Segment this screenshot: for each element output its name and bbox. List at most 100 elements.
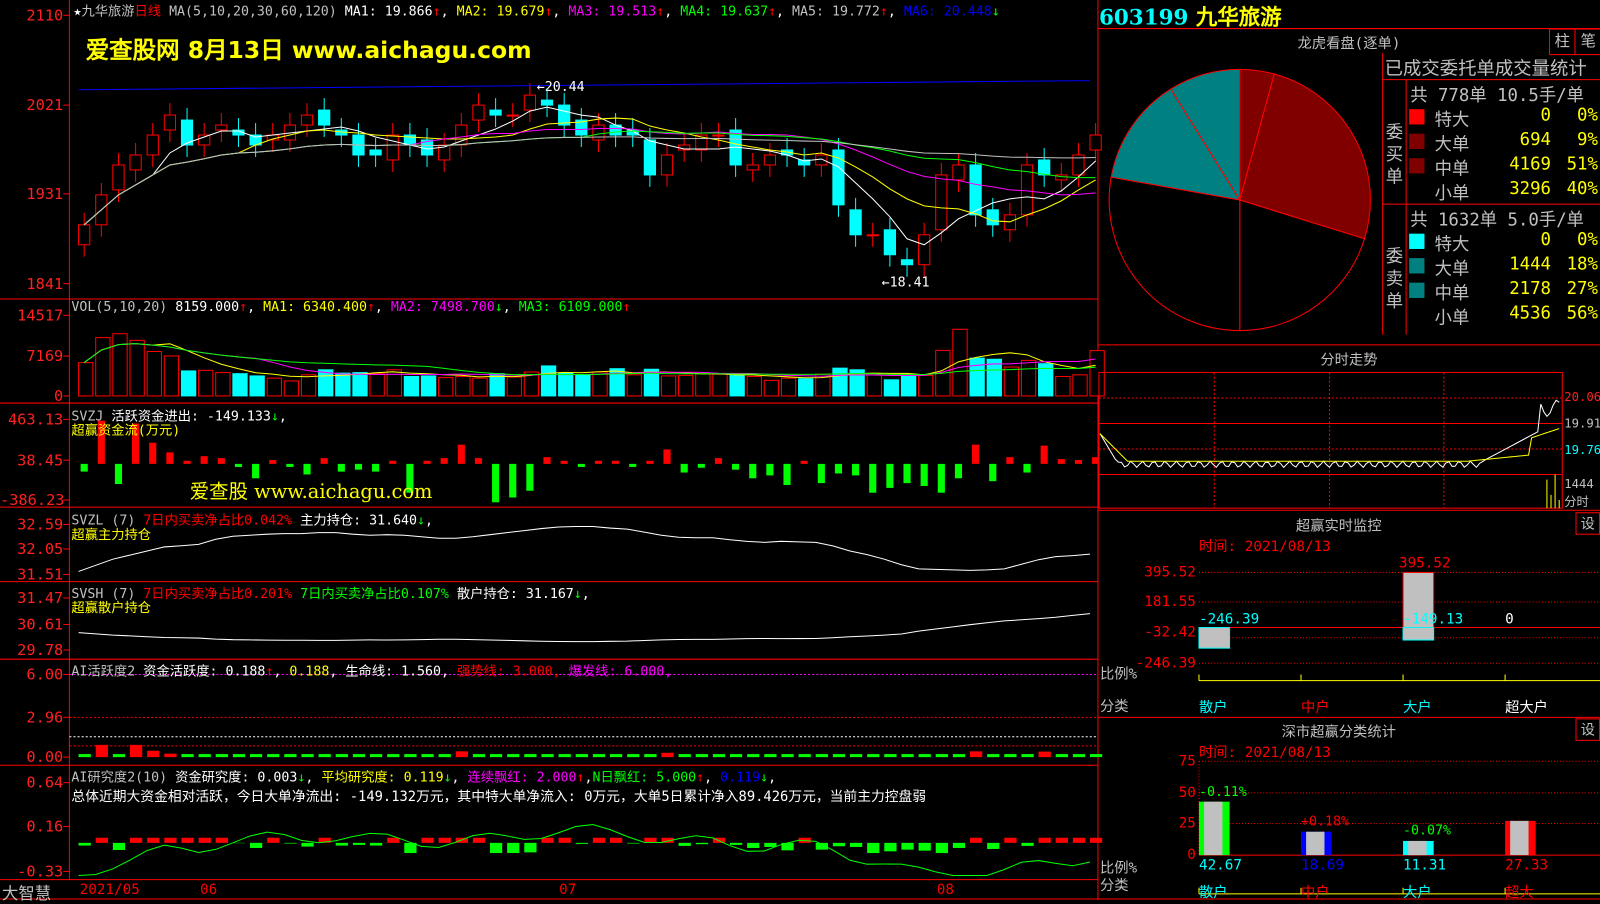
ma-value: MA3: 19.513 [568,4,656,19]
text-segment: ↑ [577,770,585,785]
classify-settings-button[interactable]: 设 [1575,718,1599,740]
research-bar [130,838,142,843]
research-bar [747,843,759,848]
fund-flow-bar [235,464,242,467]
activity-bar [353,754,365,757]
text-segment: AI研究度2(10) [71,770,167,785]
research-bar [1039,838,1051,843]
ai-active-axis-label: 2.96 [0,708,63,726]
candle [816,155,827,165]
candle [559,105,570,125]
activity-bar [970,751,982,757]
tab-tick-view[interactable]: 笔 [1574,29,1600,56]
classify-bar-shine [1408,841,1426,855]
volume-bar [764,380,778,396]
star-icon[interactable]: ★ [73,4,81,19]
price-axis-label: 1841 [0,274,63,292]
vol-axis-label: 14517 [0,306,63,324]
classify-category[interactable]: 大户 [1403,882,1432,902]
monitor-bar-value: 395.52 [1399,555,1451,571]
activity-bar [1021,754,1033,757]
volume-bar [1073,375,1087,396]
fund-flow-bar [869,464,876,493]
row-percent: 18% [1559,254,1598,274]
candle [867,235,878,236]
svzj-axis-label: -386.23 [0,491,63,509]
monitor-category[interactable]: 散户 [1199,697,1228,717]
arrow-icon: ↓ [992,4,1000,19]
research-bar [593,838,605,843]
ma-label: MA(5,10,20,30,60,120) [169,4,337,19]
candle [593,125,604,140]
monitor-settings-button[interactable]: 设 [1575,512,1599,534]
separator: , [888,4,904,19]
candle [884,230,895,255]
activity-bar [524,754,536,757]
fund-flow-bar [492,464,499,502]
monitor-category[interactable]: 中户 [1301,697,1330,717]
row-label: 特大 [1435,230,1470,256]
stat-title: 已成交委托单成交量统计 [1385,54,1587,81]
monitor-category[interactable]: 超大户 [1505,697,1548,717]
research-bar [576,843,588,844]
fenshi-frame [1099,372,1562,508]
candle [319,110,330,125]
classify-category[interactable]: 中户 [1301,882,1330,902]
period-label[interactable]: 日线 [135,4,162,19]
monitor-category[interactable]: 大户 [1403,697,1432,717]
fenshi-title: 分时走势 [1099,349,1599,369]
candle [661,155,672,175]
main-chart-header: ★九华旅游日线 MA(5,10,20,30,60,120) MA1: 19.86… [73,0,999,19]
volume-bar [507,377,521,396]
tab-bar-view[interactable]: 柱 [1549,29,1576,56]
research-bar [507,843,519,853]
row-label: 中单 [1435,279,1470,305]
candle [953,165,964,180]
research-bar [901,843,913,850]
arrow-icon: ↑ [656,4,664,19]
candle [130,155,141,170]
arrow-icon: ↑ [623,300,631,315]
volume-bar [147,351,161,395]
volume-bar [473,378,487,396]
row-label: 大单 [1435,130,1470,156]
ai-active-header: AI活跃度2 资金活跃度: 0.188↑, 0.188, 生命线: 1.560,… [71,660,672,679]
fund-flow-bar [766,464,773,476]
volume-bar [490,374,504,396]
retail-holding-line [79,614,1090,642]
classify-category[interactable]: 超大 [1505,882,1534,902]
svsh-axis-label: 30.61 [0,615,63,633]
fund-flow-bar [681,464,688,473]
volume-bar [421,376,435,396]
research-bar [301,843,313,847]
candle [713,135,724,136]
monitor-bar [1403,628,1434,640]
volume-bar [164,356,178,396]
classify-time: 时间: 2021/08/13 [1199,742,1331,762]
classify-category[interactable]: 散户 [1199,882,1228,902]
research-bar [679,843,691,846]
volume-bar [216,373,230,396]
volume-bar [439,378,453,396]
text-segment: 连续飘红: 2.000 [468,770,577,785]
arrow-icon: ↓ [495,300,503,315]
separator: , [441,4,457,19]
research-bar [267,838,279,843]
research-bar [250,843,262,848]
svzl-subtitle: 超赢主力持仓 [71,523,151,542]
fenshi-price: 19.91 [1564,416,1600,430]
activity-bar [1039,752,1051,758]
classify-value: 11.31 [1403,857,1446,873]
research-bar [370,843,382,846]
volume-bar [987,359,1001,396]
longhu-title: 龙虎看盘(逐单) [1099,33,1599,53]
fund-flow-bar [372,464,379,472]
volume-bar [96,338,110,396]
research-bar [216,838,228,843]
activity-bar [730,754,742,757]
volume-bar [747,376,761,395]
svzl-axis-label: 32.05 [0,540,63,558]
fund-flow-bar [166,452,173,464]
separator: , [776,4,792,19]
